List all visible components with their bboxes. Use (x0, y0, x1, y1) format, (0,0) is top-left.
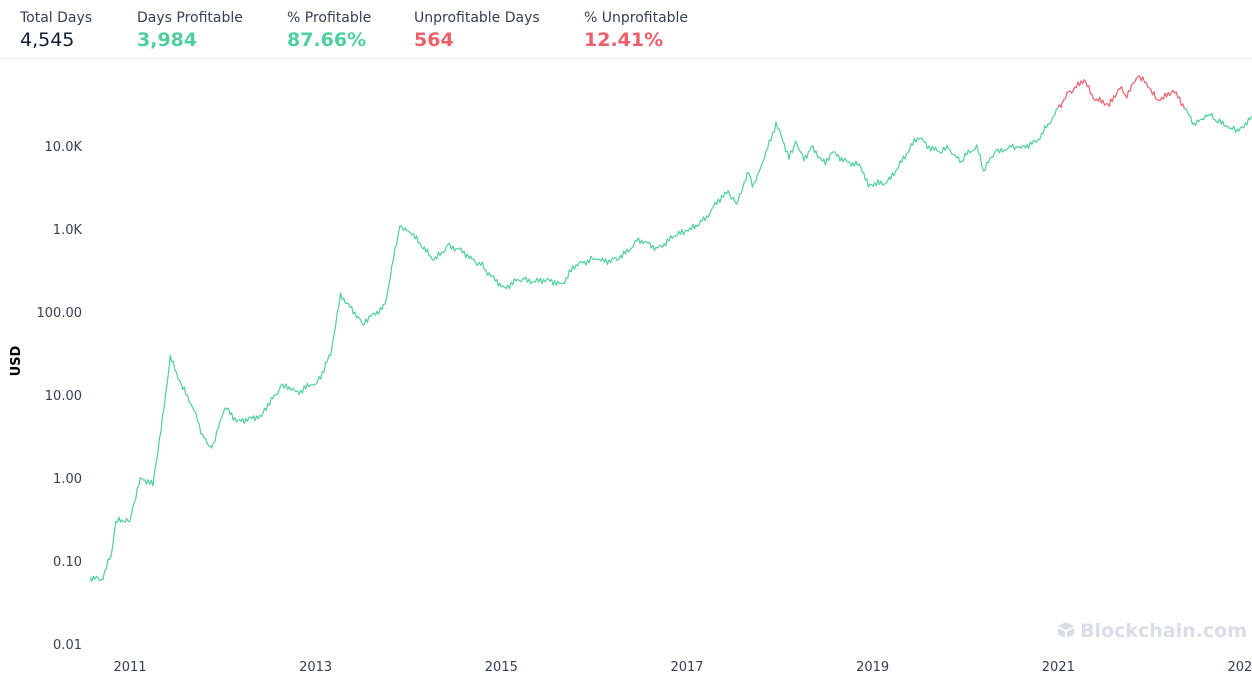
stat-unprofitable-days: Unprofitable Days 564 (414, 10, 540, 53)
stat-value: 12.41% (584, 29, 664, 51)
x-tick-label: 2023 (1227, 660, 1252, 675)
x-tick-label: 2019 (856, 660, 889, 675)
y-tick-label: 1.00 (53, 472, 82, 487)
stat-label: % Unprofitable (584, 10, 689, 26)
x-tick-label: 2017 (670, 660, 703, 675)
stat-value: 4,545 (20, 29, 75, 51)
profitable-price-line (1184, 108, 1252, 133)
stat-percent-profitable: % Profitable 87.66% (287, 10, 371, 53)
x-tick-label: 2011 (113, 660, 146, 675)
y-tick-label: 10.00 (45, 389, 82, 404)
watermark: Blockchain.com (1057, 620, 1247, 642)
stat-value: 3,984 (137, 29, 198, 51)
stat-total-days: Total Days 4,545 (20, 10, 92, 53)
y-axis-label: USD (9, 345, 24, 376)
stat-days-profitable: Days Profitable 3,984 (137, 10, 243, 53)
y-tick-label: 0.10 (53, 555, 82, 570)
x-axis: 2011 2013 2015 2017 2019 2021 2023 (113, 660, 1252, 675)
y-tick-label: 1.0K (53, 223, 83, 238)
blockchain-logo-icon (1058, 622, 1075, 638)
watermark-text: Blockchain.com (1080, 620, 1247, 642)
x-tick-label: 2015 (485, 660, 518, 675)
stat-value: 564 (414, 29, 454, 51)
unprofitable-price-line (1057, 75, 1186, 110)
y-tick-label: 100.00 (37, 306, 83, 321)
y-tick-label: 0.01 (53, 638, 82, 653)
x-tick-label: 2013 (299, 660, 332, 675)
stat-label: % Profitable (287, 10, 372, 26)
x-tick-label: 2021 (1042, 660, 1075, 675)
stat-label: Days Profitable (137, 10, 243, 26)
profitable-price-line (90, 107, 1059, 583)
series-layer (90, 75, 1252, 583)
stat-value: 87.66% (287, 29, 367, 51)
stat-label: Unprofitable Days (414, 10, 540, 26)
y-tick-label: 10.0K (45, 140, 83, 155)
stat-percent-unprofitable: % Unprofitable 12.41% (584, 10, 688, 53)
stats-bar: Total Days 4,545 Days Profitable 3,984 %… (0, 0, 1252, 59)
stat-label: Total Days (20, 10, 93, 26)
y-axis: 0.01 0.10 1.00 10.00 100.00 1.0K 10.0K (37, 140, 83, 653)
